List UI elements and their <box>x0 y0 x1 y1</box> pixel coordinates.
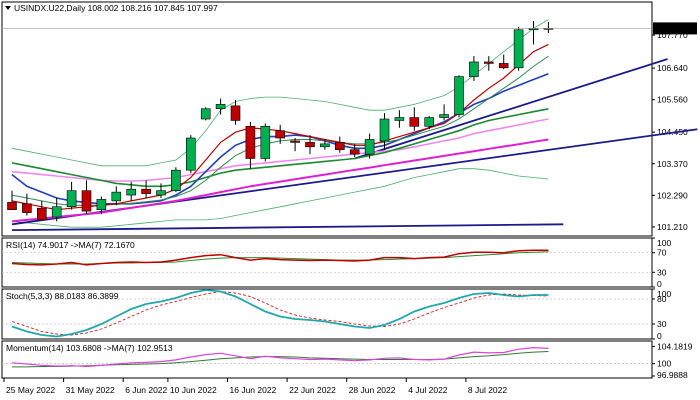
x-axis-label: 25 May 2022 <box>6 385 55 395</box>
candle-bear <box>81 190 92 212</box>
candle-bull <box>156 190 166 196</box>
stoch-ytick-label: 100 <box>657 289 671 299</box>
panel-frame-main <box>1 1 653 237</box>
momentum-line <box>11 346 549 368</box>
rsi-line <box>11 249 549 266</box>
momentum-ytick-label: 104.1819 <box>657 341 693 351</box>
candle-bull <box>215 104 226 110</box>
last-price-tag <box>653 22 697 35</box>
panel-frame-rsi <box>1 237 653 288</box>
candle-bull <box>424 117 435 127</box>
main-ytick-label: 107.770 <box>657 30 688 40</box>
candle-bull <box>126 188 136 196</box>
candle-bear <box>305 142 315 148</box>
candle-bull <box>51 206 62 218</box>
candle-bear <box>7 202 17 210</box>
ma-green-line <box>11 108 549 188</box>
candle-bull <box>260 126 271 159</box>
stoch-ytick-label: 0 <box>657 331 662 341</box>
candle-bull <box>364 139 375 155</box>
candle-bear <box>349 149 360 155</box>
stoch-k-line <box>11 289 549 338</box>
panel-frame-sto <box>1 288 653 340</box>
x-axis-label: 8 Jul 2022 <box>468 385 507 395</box>
candle-bull <box>379 118 390 142</box>
candle-bull <box>200 108 211 120</box>
candle-bull <box>66 190 77 208</box>
x-axis-label: 6 Jun 2022 <box>125 385 167 395</box>
candle-bear <box>141 188 151 194</box>
collapse-triangle-icon <box>5 6 11 10</box>
panel-frame-mom <box>1 340 653 379</box>
candle-bull <box>96 199 107 210</box>
candle-bear <box>22 203 32 213</box>
stoch-ytick-label: 30 <box>657 319 667 329</box>
candle-bull <box>171 169 181 191</box>
candle-bull <box>186 137 196 171</box>
rsi-label: RSI(14) 74.9017 ->MA(7) 72.1670 <box>6 240 135 250</box>
rsi-ytick-label: 70 <box>657 248 667 258</box>
candle-bear <box>290 140 300 143</box>
candle-bear <box>483 61 494 64</box>
main-ytick-label: 105.560 <box>657 95 688 105</box>
rsi-ytick-label: 30 <box>657 267 667 277</box>
rsi-ytick-label: 100 <box>657 238 671 248</box>
symbol-ohlc-label: USINDX.U22,Daily 108.002 108.216 107.845… <box>14 3 218 13</box>
last-price-label: 107.997 <box>656 24 687 34</box>
candle-bear <box>275 130 286 139</box>
x-axis-label: 16 Jun 2022 <box>230 385 277 395</box>
x-axis-label: 28 Jun 2022 <box>349 385 396 395</box>
candle-bull <box>454 76 464 115</box>
stoch-label: Stoch(5,3,3) 88.0183 86.3899 <box>6 291 119 301</box>
candle-bull <box>320 143 330 148</box>
candle-bull <box>394 117 405 121</box>
x-axis-label: 4 Jul 2022 <box>408 385 447 395</box>
candle-bull <box>439 114 449 118</box>
momentum-label: Momentum(14) 103.6808 ->MA(7) 102.9513 <box>6 343 173 353</box>
candle-bear <box>498 63 509 69</box>
candle-bear <box>36 207 47 221</box>
candle-bear <box>245 126 256 159</box>
candle-bear <box>334 142 345 151</box>
x-axis-label: 10 Jun 2022 <box>170 385 217 395</box>
blue-trendline-2 <box>354 58 668 160</box>
rsi-ytick-label: 0 <box>657 279 662 289</box>
main-ytick-label: 102.290 <box>657 190 688 200</box>
candle-bull <box>513 29 524 69</box>
stoch-ytick-label: 80 <box>657 294 667 304</box>
momentum-ytick-label: 100 <box>657 359 671 369</box>
main-ytick-label: 103.370 <box>657 159 688 169</box>
candle-bull <box>111 191 122 202</box>
candle-bear <box>230 105 241 121</box>
x-axis-label: 22 Jun 2022 <box>289 385 336 395</box>
main-ytick-label: 106.640 <box>657 63 688 73</box>
main-ytick-label: 101.210 <box>657 222 688 232</box>
candle-bear <box>409 117 420 127</box>
momentum-ytick-label: 96.9888 <box>657 370 688 380</box>
candle-bull <box>469 61 479 77</box>
bollinger-lower-line <box>11 168 549 228</box>
blue-trendline-3 <box>11 223 564 232</box>
x-axis-label: 31 May 2022 <box>66 385 115 395</box>
stoch-d-line <box>11 291 549 336</box>
